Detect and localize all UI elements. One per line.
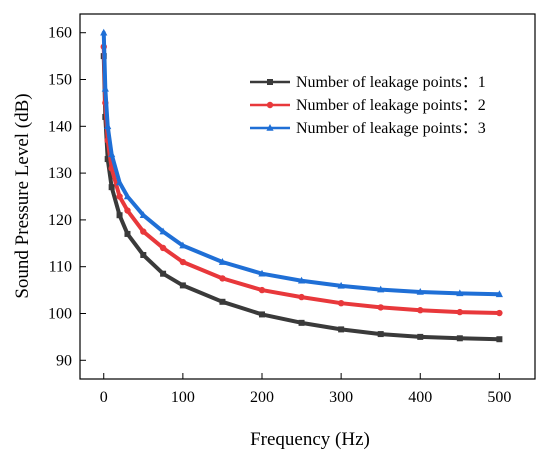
data-point (259, 311, 265, 318)
data-point (416, 287, 424, 295)
data-point (297, 276, 306, 284)
y-tick-label: 130 (48, 165, 72, 182)
series-group (100, 28, 503, 343)
legend: Number of leakage points：1 Number of leak… (250, 74, 486, 137)
data-point (159, 227, 167, 235)
data-point (100, 28, 108, 36)
legend-marker (266, 101, 274, 109)
data-point (338, 326, 345, 333)
data-point (160, 270, 167, 277)
data-point (337, 281, 345, 289)
x-axis-title: Frequency (Hz) (250, 429, 370, 450)
data-point (104, 156, 111, 163)
data-point (377, 331, 384, 338)
data-point (179, 282, 186, 289)
y-axis-title: Sound Pressure Level (dB) (12, 93, 33, 298)
x-tick-label: 100 (171, 389, 195, 406)
legend-label: Number of leakage points：1 (296, 74, 486, 91)
y-tick-label: 140 (48, 118, 72, 135)
legend-marker (266, 124, 274, 131)
data-point (298, 293, 305, 301)
data-point (258, 269, 266, 277)
data-point (456, 289, 464, 297)
data-point (496, 309, 503, 317)
data-point (337, 299, 345, 307)
data-point (140, 228, 147, 235)
x-tick-label: 400 (408, 389, 432, 406)
data-point (140, 251, 147, 258)
y-tick-label: 150 (48, 72, 72, 89)
data-point (116, 193, 123, 200)
legend-item: Number of leakage points：2 (250, 97, 486, 114)
data-point (298, 319, 305, 326)
data-point (123, 192, 132, 200)
plot-frame (79, 13, 536, 380)
data-point (495, 290, 503, 298)
y-tick-label: 110 (49, 259, 72, 276)
data-point (417, 307, 424, 314)
data-point (108, 150, 116, 158)
legend-label: Number of leakage points：3 (296, 120, 486, 137)
legend-label: Number of leakage points：2 (296, 97, 486, 114)
y-tick-label: 90 (56, 352, 72, 369)
legend-marker (267, 79, 273, 85)
data-point (101, 84, 109, 92)
data-point (124, 207, 131, 214)
data-point (377, 304, 384, 311)
data-point (116, 212, 123, 219)
x-tick-label: 0 (100, 389, 108, 406)
data-point (108, 184, 115, 191)
data-point (456, 335, 463, 342)
data-point (218, 258, 227, 265)
data-point (219, 275, 226, 282)
x-axis: 0 100 200 300 400 500 (100, 373, 511, 406)
x-tick-label: 500 (487, 389, 511, 406)
data-point (456, 308, 464, 316)
y-tick-label: 100 (48, 305, 72, 322)
legend-item: Number of leakage points：1 (250, 74, 486, 91)
data-point (417, 333, 424, 340)
data-point (219, 298, 226, 305)
series-line (101, 30, 502, 297)
data-point (496, 336, 503, 343)
data-point (159, 244, 167, 252)
y-tick-label: 160 (48, 25, 72, 42)
series-3 (100, 28, 503, 298)
data-point (179, 258, 187, 266)
x-tick-label: 200 (250, 389, 274, 406)
data-point (179, 241, 187, 249)
data-point (139, 211, 147, 219)
data-point (377, 285, 385, 293)
y-tick-label: 120 (48, 212, 72, 229)
data-point (258, 286, 266, 294)
data-point (124, 230, 131, 237)
y-axis: 90 100 110 120 130 140 150 160 (48, 25, 86, 369)
x-tick-label: 300 (329, 389, 353, 406)
legend-item: Number of leakage points：3 (250, 120, 486, 137)
data-point (104, 122, 112, 130)
data-point (115, 178, 124, 186)
